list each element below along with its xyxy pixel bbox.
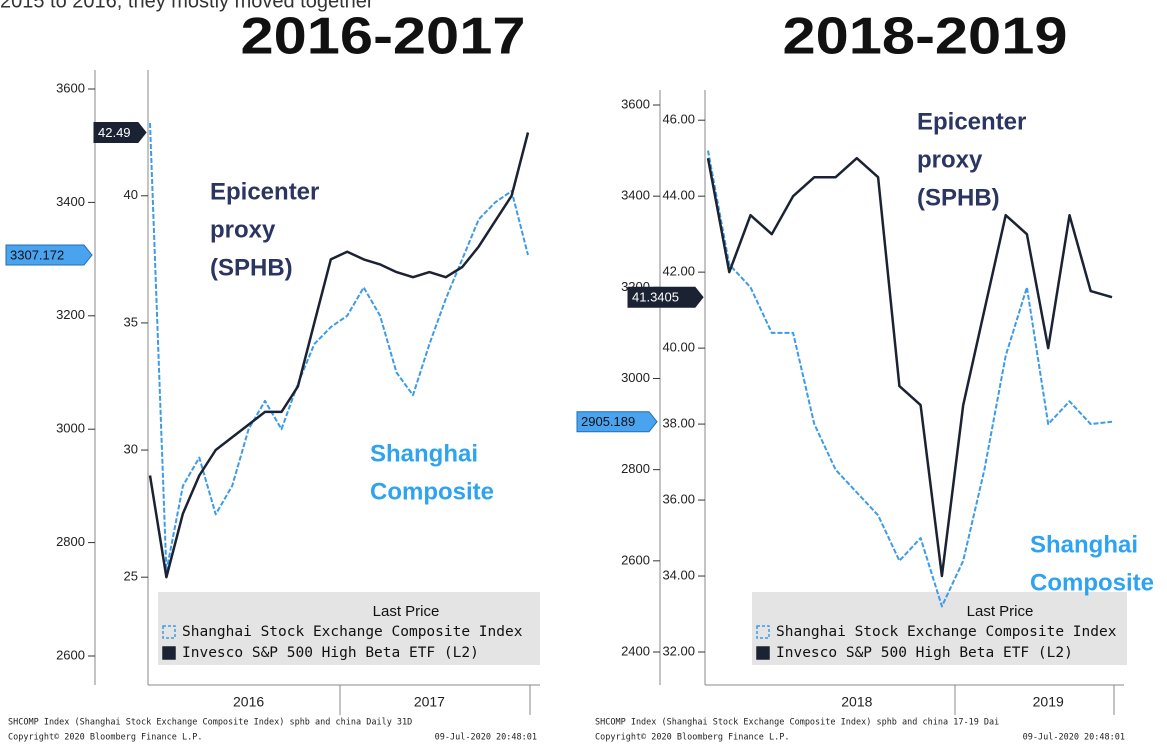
- legend-entry: Shanghai Stock Exchange Composite Index: [756, 624, 1117, 640]
- y-tick-label: 3600: [56, 80, 85, 95]
- footer-source: SHCOMP Index (Shanghai Stock Exchange Co…: [595, 718, 999, 728]
- series-line: [707, 150, 1113, 608]
- y-tick-label: 2800: [621, 461, 650, 476]
- footer-copyright: Copyright© 2020 Bloomberg Finance L.P.: [595, 733, 789, 743]
- series-line: [149, 122, 529, 572]
- x-tick-label: 2018: [841, 694, 872, 710]
- y2-tick-label: 36.00: [662, 491, 695, 506]
- y2-tick-label: 38.00: [662, 416, 695, 431]
- chart-title: 2018-2019: [783, 8, 1068, 66]
- y-tick-label: 3000: [621, 370, 650, 385]
- legend-label: Invesco S&P 500 High Beta ETF (L2): [776, 645, 1073, 661]
- legend-entry: Shanghai Stock Exchange Composite Index: [162, 624, 523, 640]
- footer-source: SHCOMP Index (Shanghai Stock Exchange Co…: [8, 718, 412, 728]
- y-tick-label: 2600: [56, 647, 85, 662]
- y-tick-label: 3200: [56, 307, 85, 322]
- x-tick-label: 2016: [233, 694, 264, 710]
- annotation: (SPHB): [917, 184, 1000, 211]
- legend-title: Last Price: [967, 603, 1034, 620]
- y2-tick-label: 44.00: [662, 188, 695, 203]
- annotation: Epicenter: [917, 108, 1026, 135]
- annotation: Epicenter: [210, 178, 319, 205]
- value-tag: [627, 286, 704, 308]
- x-tick-label: 2017: [414, 694, 445, 710]
- value-tag: [93, 121, 147, 143]
- legend-swatch: [162, 625, 176, 639]
- y2-tick-label: 25: [124, 569, 138, 584]
- annotation: (SPHB): [210, 254, 293, 281]
- legend-label: Shanghai Stock Exchange Composite Index: [776, 624, 1117, 640]
- annotation: Composite: [1030, 569, 1154, 596]
- value-tag-label: 42.49: [98, 125, 131, 140]
- footer-time: 09-Jul-2020 20:48:01: [1023, 733, 1125, 743]
- series-line: [706, 156, 1113, 578]
- legend-label: Shanghai Stock Exchange Composite Index: [182, 624, 523, 640]
- y2-tick-label: 40.00: [662, 340, 695, 355]
- y2-tick-label: 46.00: [662, 112, 695, 127]
- y2-tick-label: 34.00: [662, 567, 695, 582]
- y-tick-label: 2600: [621, 552, 650, 567]
- chart-title: 2016-2017: [241, 8, 526, 66]
- footer-time: 09-Jul-2020 20:48:01: [435, 733, 537, 743]
- legend-title: Last Price: [373, 603, 440, 620]
- series-line: [148, 132, 530, 579]
- y-tick-label: 2800: [56, 534, 85, 549]
- y2-tick-label: 30: [124, 441, 138, 456]
- value-tag-label: 41.3405: [632, 290, 679, 305]
- annotation: Composite: [370, 478, 494, 505]
- legend-swatch: [756, 625, 770, 639]
- value-tag: [5, 244, 93, 266]
- annotation: Shanghai: [370, 440, 478, 467]
- caption: 2015 to 2016, they mostly moved together: [0, 0, 374, 12]
- value-tag: [576, 411, 658, 433]
- legend-swatch: [756, 646, 770, 660]
- value-tag-label: 2905.189: [581, 414, 635, 429]
- y-tick-label: 3600: [621, 96, 650, 111]
- value-tag-label: 3307.172: [10, 247, 64, 262]
- annotation: proxy: [917, 146, 983, 173]
- y2-tick-label: 40: [124, 187, 138, 202]
- legend-label: Invesco S&P 500 High Beta ETF (L2): [182, 645, 479, 661]
- y-tick-label: 2400: [621, 643, 650, 658]
- legend-entry: Invesco S&P 500 High Beta ETF (L2): [162, 645, 479, 661]
- legend-swatch: [162, 646, 176, 660]
- legend-entry: Invesco S&P 500 High Beta ETF (L2): [756, 645, 1073, 661]
- x-tick-label: 2019: [1033, 694, 1064, 710]
- legend-box: [158, 592, 540, 665]
- y2-tick-label: 35: [124, 314, 138, 329]
- footer-copyright: Copyright© 2020 Bloomberg Finance L.P.: [8, 733, 202, 743]
- y2-tick-label: 42.00: [662, 264, 695, 279]
- annotation: Shanghai: [1030, 531, 1138, 558]
- annotation: proxy: [210, 216, 276, 243]
- y2-tick-label: 32.00: [662, 643, 695, 658]
- y-tick-label: 3400: [621, 188, 650, 203]
- legend-box: [752, 592, 1127, 665]
- y-tick-label: 3000: [56, 421, 85, 436]
- y-tick-label: 3400: [56, 194, 85, 209]
